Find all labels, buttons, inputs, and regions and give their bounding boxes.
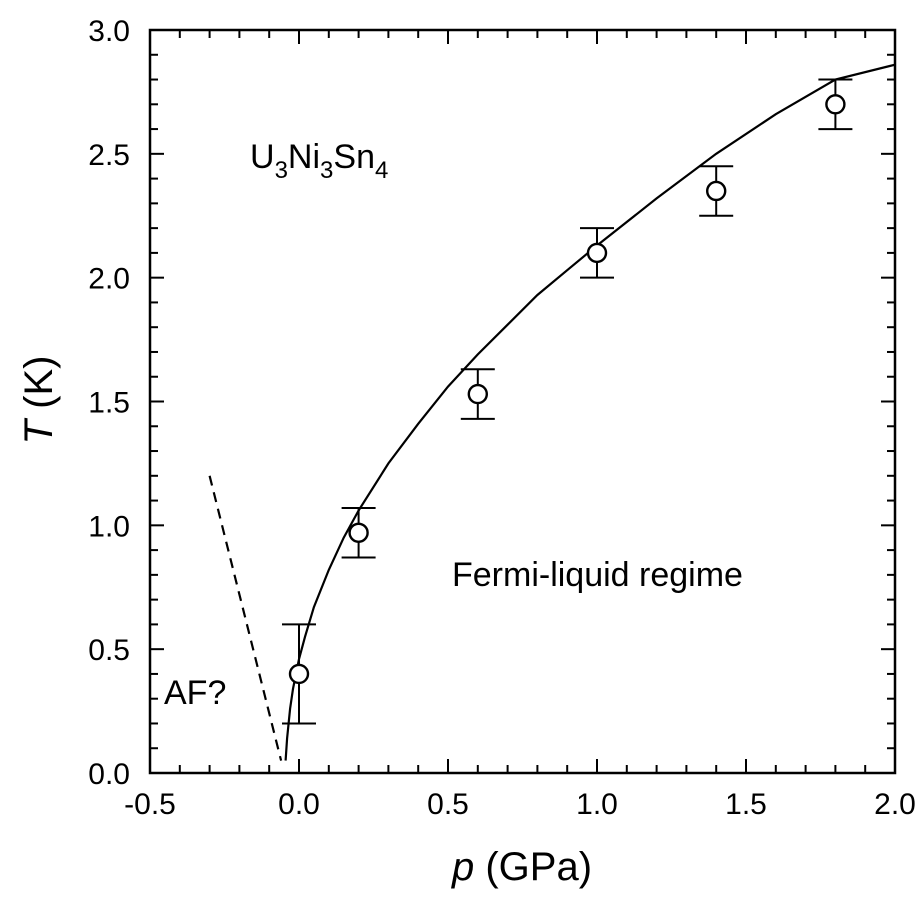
y-axis-unit-space [17,409,61,420]
point-marker [586,242,608,264]
data-point [282,623,316,725]
y-axis-title: T (K) [17,356,61,445]
x-tick-label: 2.0 [874,788,916,821]
point-marker [288,663,310,685]
point-marker [467,383,488,405]
data-points [282,78,853,725]
data-point [341,506,376,559]
tick-marks [149,29,896,774]
x-tick-label: 1.0 [576,788,618,821]
compound-subscript: 3 [320,157,333,184]
fermi-liquid-label: Fermi-liquid regime [452,556,743,594]
y-tick-label: 0.0 [88,758,130,791]
y-tick-label: 2.5 [88,139,130,172]
af-boundary-dashed-line [208,475,283,761]
y-tick-labels: 0.0 0.5 1.0 1.5 2.0 2.5 3.0 [88,15,130,791]
x-axis-title: p (GPa) [451,845,592,889]
data-point [580,227,614,279]
x-axis-unit: (GPa) [485,845,592,889]
y-axis-unit: (K) [17,356,61,409]
y-tick-label: 3.0 [88,15,130,48]
compound-element: Ni [288,138,320,176]
point-marker [825,94,846,115]
x-tick-label: 0.5 [427,788,469,821]
compound-element: U [250,138,275,176]
data-point [699,165,734,217]
data-point [818,78,853,131]
compound-element: Sn [333,138,375,176]
y-tick-label: 0.5 [88,634,130,667]
data-point [460,368,495,420]
compound-label: U3Ni3Sn4 [250,138,388,184]
x-axis-variable: p [451,845,474,889]
y-tick-label: 1.0 [88,510,130,543]
x-tick-labels: -0.5 0.0 0.5 1.0 1.5 2.0 [124,788,916,821]
plot-frame [148,28,897,775]
compound-subscript: 4 [375,157,388,184]
x-axis-unit-space [474,845,485,889]
y-axis-variable: T [17,417,61,444]
compound-subscript: 3 [275,157,288,184]
point-marker [348,522,369,543]
x-tick-label: 0.0 [278,788,320,821]
x-tick-label: 1.5 [725,788,767,821]
y-tick-label: 1.5 [88,387,130,420]
point-marker [706,180,727,202]
x-tick-label: -0.5 [124,788,176,821]
af-label: AF? [164,674,226,712]
y-tick-label: 2.0 [88,263,130,296]
